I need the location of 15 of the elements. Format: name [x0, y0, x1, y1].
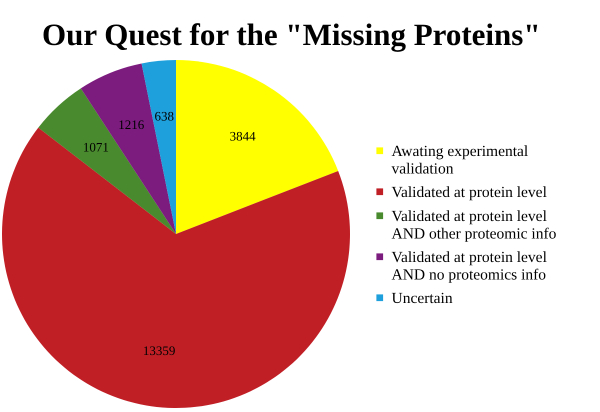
data-label: 3844 [230, 128, 256, 144]
legend-label: Awating experimental validation [392, 142, 528, 178]
pie-slice [2, 128, 350, 408]
pie-slice [176, 60, 338, 234]
legend-label: Validated at protein level [392, 184, 547, 201]
data-label: 1216 [118, 116, 145, 132]
data-label: 1071 [82, 139, 109, 154]
data-label: 638 [154, 108, 174, 124]
legend-label: Validated at protein level AND no proteomics info [392, 248, 547, 284]
pie-slice [38, 88, 176, 234]
data-label: 13359 [142, 342, 176, 358]
chart-title: Our Quest for the "Missing Proteins" [42, 17, 541, 52]
pie-slice [80, 63, 176, 234]
legend-label: Uncertain [392, 290, 453, 307]
legend-label: Validated at protein level AND other proteomic info [392, 208, 557, 242]
